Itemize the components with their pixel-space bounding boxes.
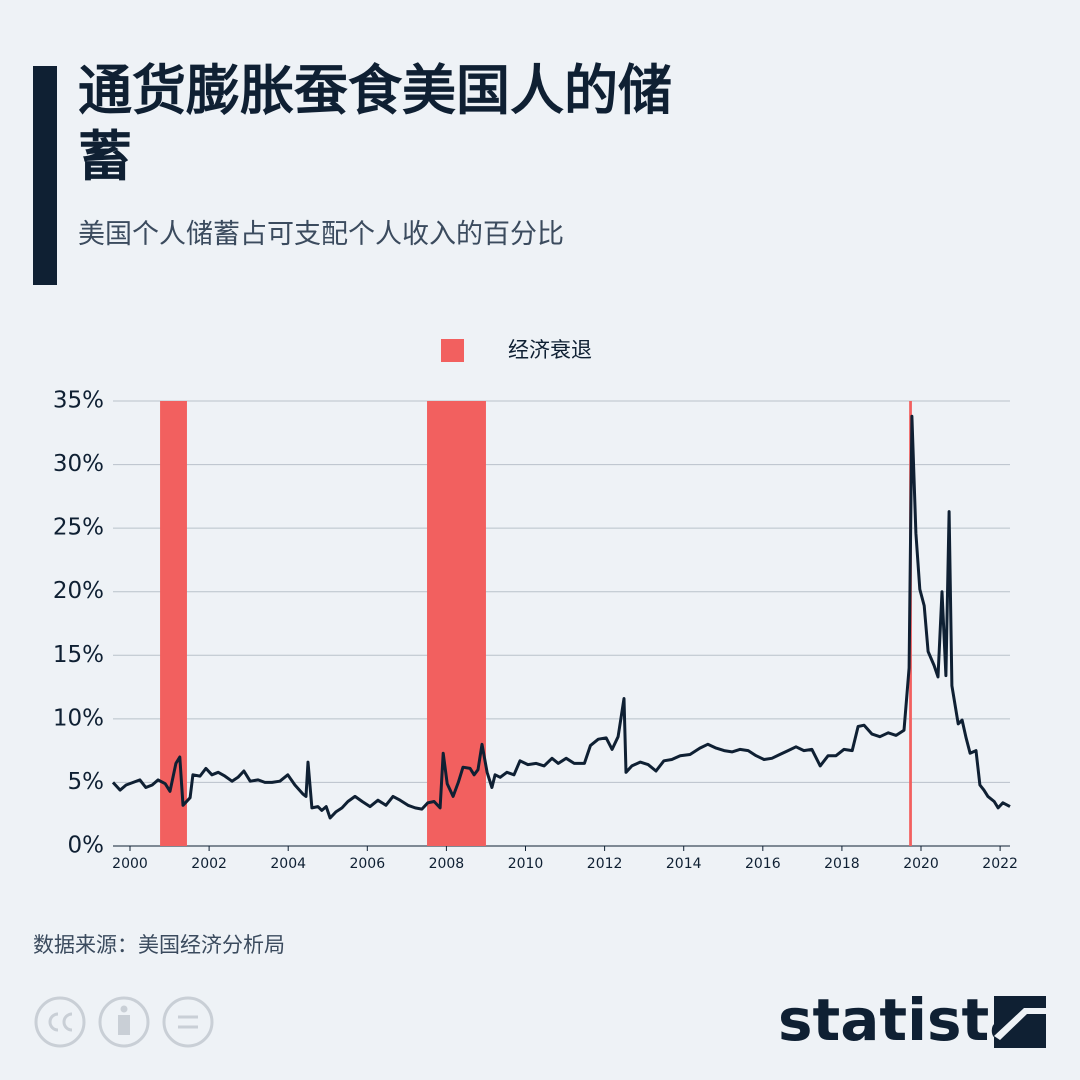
x-tick-label: 2022 — [982, 856, 1018, 872]
license-icons — [34, 996, 214, 1048]
logo-icon — [994, 996, 1046, 1048]
chart-subtitle: 美国个人储蓄占可支配个人收入的百分比 — [78, 219, 564, 250]
data-line — [111, 414, 1011, 820]
legend-label: 经济衰退 — [508, 338, 592, 362]
x-tick-label: 2014 — [666, 856, 702, 872]
x-tick-label: 2000 — [112, 856, 148, 872]
plot: 经济衰退 0% 5% 10% 15% 20% 25% 30% 35% 2000 2002 2004 20… — [53, 338, 1018, 872]
y-tick-label: 35% — [53, 388, 104, 414]
y-tick-label: 20% — [53, 578, 104, 604]
y-tick-label: 5% — [68, 769, 105, 795]
y-tick-label: 30% — [53, 451, 104, 477]
x-tick-label: 2012 — [587, 856, 623, 872]
x-tick-label: 2006 — [349, 856, 385, 872]
y-tick-label: 25% — [53, 515, 104, 541]
y-tick-label: 0% — [68, 833, 105, 859]
x-tick-label: 2004 — [270, 856, 306, 872]
x-tick-label: 2010 — [508, 856, 544, 872]
x-tick-label: 2018 — [824, 856, 860, 872]
chart-title: 通货膨胀蚕食美国人的储蓄 — [78, 59, 672, 188]
recession-band — [427, 401, 486, 846]
x-tick-label: 2020 — [903, 856, 939, 872]
x-tick-label: 2002 — [191, 856, 227, 872]
legend-swatch — [441, 339, 464, 362]
logo: statista — [778, 986, 1028, 1054]
title-bar — [33, 66, 57, 285]
y-tick-label: 15% — [53, 642, 104, 668]
x-tick-label: 2016 — [745, 856, 781, 872]
y-tick-label: 10% — [53, 705, 104, 731]
x-tick-label: 2008 — [429, 856, 465, 872]
source: 数据来源：美国经济分析局 — [33, 933, 285, 957]
